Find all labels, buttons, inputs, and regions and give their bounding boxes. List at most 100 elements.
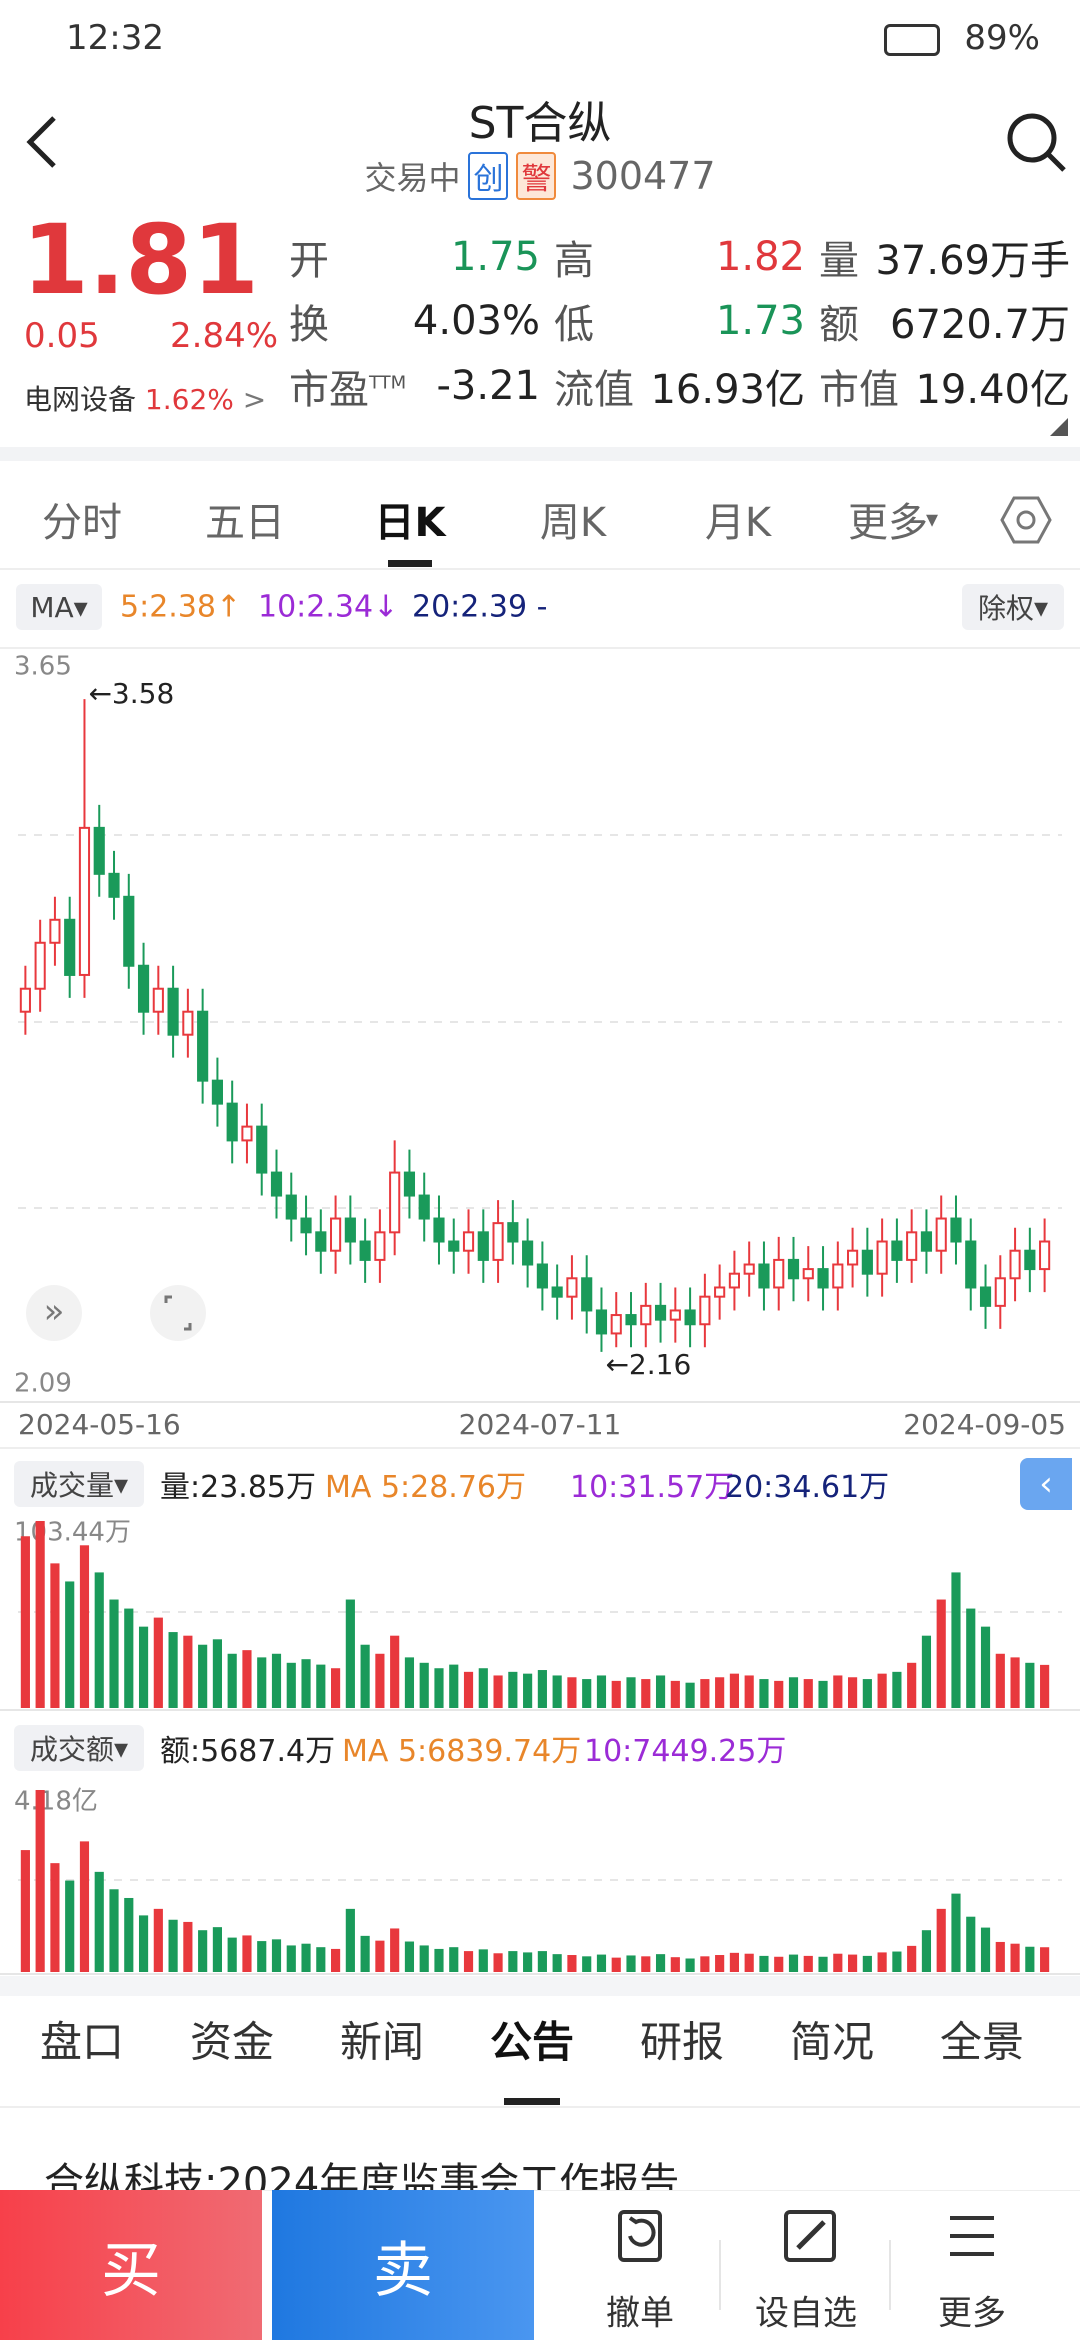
search-button[interactable] bbox=[1004, 110, 1068, 174]
volume-bar bbox=[980, 1626, 991, 1708]
amount-bar bbox=[35, 1790, 45, 1972]
back-button[interactable] bbox=[22, 112, 62, 172]
candle-body bbox=[743, 1263, 755, 1275]
price: 1.81 bbox=[22, 204, 259, 316]
amount-bar bbox=[774, 1956, 784, 1972]
bottom-tab[interactable]: 简况 bbox=[789, 2017, 875, 2067]
kline-chart: » 3.65 2.09 ←3.58 ←2.16 2024-05-16 2024-07-11… bbox=[0, 647, 1080, 1975]
amount-bar bbox=[833, 1953, 843, 1972]
volume-bar bbox=[345, 1599, 355, 1708]
tool-button[interactable]: 设自选 bbox=[755, 2293, 857, 2334]
amount-bar bbox=[434, 1948, 444, 1972]
candle-body bbox=[78, 826, 91, 976]
bottom-tab[interactable]: 资金 bbox=[189, 2017, 275, 2067]
sector[interactable]: 电网设备 1.62% > bbox=[24, 383, 267, 416]
volume-bar bbox=[862, 1679, 872, 1708]
stat-label: 低 bbox=[554, 302, 594, 348]
bottom-tab[interactable]: 盘口 bbox=[39, 2017, 125, 2067]
tool-button[interactable]: 更多 bbox=[938, 2293, 1006, 2334]
volume-bar bbox=[257, 1657, 267, 1708]
volume-bar bbox=[611, 1680, 621, 1708]
candle-body bbox=[418, 1194, 430, 1220]
candle-body bbox=[625, 1314, 637, 1326]
volume-bar bbox=[655, 1675, 666, 1708]
svg-text:»: » bbox=[44, 1292, 65, 1332]
stat-label: 流值 bbox=[554, 367, 634, 413]
bottom-tab[interactable]: 公告 bbox=[489, 2017, 575, 2067]
candle-body bbox=[684, 1309, 696, 1326]
candle-body bbox=[300, 1217, 312, 1234]
stat-label: 开 bbox=[289, 238, 329, 284]
candle-body bbox=[581, 1277, 593, 1312]
sell-button[interactable]: 卖 bbox=[272, 2190, 534, 2340]
amount-bar bbox=[582, 1956, 592, 1972]
ma-selector-label: MA bbox=[30, 590, 74, 624]
candle-body bbox=[935, 1217, 947, 1252]
amount-bar bbox=[951, 1893, 961, 1972]
amount-bar bbox=[493, 1953, 503, 1972]
amount-bar bbox=[198, 1930, 208, 1972]
subtitle: 交易中 创 警 300477 bbox=[0, 152, 1080, 200]
candle-body bbox=[330, 1217, 342, 1252]
amount-bar bbox=[862, 1955, 872, 1972]
tool-button[interactable]: 撤单 bbox=[606, 2293, 674, 2334]
volume-bar bbox=[1010, 1657, 1020, 1708]
volume-bar bbox=[685, 1682, 695, 1708]
volume-bar bbox=[552, 1675, 562, 1708]
candle-body bbox=[49, 918, 61, 944]
amount-bar bbox=[877, 1952, 887, 1972]
candle-body bbox=[477, 1231, 489, 1261]
bottom-tab[interactable]: 全景 bbox=[939, 2017, 1025, 2067]
volume-bar bbox=[153, 1617, 163, 1708]
volume-bar bbox=[242, 1650, 252, 1708]
tab[interactable]: 分时 bbox=[42, 500, 122, 546]
buy-button[interactable]: 买 bbox=[0, 2190, 262, 2340]
amount-bar bbox=[921, 1930, 932, 1972]
candle-body bbox=[1039, 1240, 1051, 1271]
tab[interactable]: 周K bbox=[539, 500, 607, 546]
tab-underline bbox=[388, 560, 432, 567]
volume-selector[interactable]: 成交量 ▾ bbox=[14, 1461, 144, 1507]
amount-bar bbox=[124, 1897, 134, 1972]
volume-bar bbox=[523, 1673, 533, 1708]
adjust-selector[interactable]: 除权 ▾ bbox=[962, 584, 1064, 630]
amount-bar bbox=[936, 1908, 946, 1972]
volume-bar bbox=[419, 1662, 429, 1708]
volume-bar bbox=[641, 1679, 651, 1708]
expand-corner[interactable] bbox=[1050, 418, 1068, 436]
volume-bar bbox=[227, 1653, 237, 1708]
volume-legend: MA 5:28.76万 bbox=[325, 1470, 527, 1505]
amount-selector[interactable]: 成交额 ▾ bbox=[14, 1725, 144, 1771]
amount-bar bbox=[257, 1941, 267, 1972]
ma-selector[interactable]: MA ▾ bbox=[16, 584, 102, 630]
tab[interactable]: 月K bbox=[704, 500, 772, 546]
status-battery: 89% bbox=[964, 18, 1040, 58]
volume-bar bbox=[951, 1572, 961, 1708]
candle-body bbox=[167, 987, 179, 1036]
amount-bar bbox=[848, 1954, 858, 1972]
volume-bar bbox=[50, 1563, 60, 1708]
candle-body bbox=[403, 1171, 416, 1197]
badge: 警 bbox=[516, 152, 557, 200]
amount-bar bbox=[1010, 1943, 1020, 1972]
candle-body bbox=[965, 1240, 977, 1289]
volume-bar bbox=[744, 1675, 754, 1708]
bottom-tab[interactable]: 新闻 bbox=[339, 2017, 425, 2067]
candle-body bbox=[1009, 1249, 1021, 1280]
tab[interactable]: 日K bbox=[374, 500, 446, 546]
price-annotation: ←2.16 bbox=[605, 1348, 691, 1381]
tab[interactable]: 更多 bbox=[848, 500, 928, 546]
collapse-button[interactable]: ‹ bbox=[1020, 1458, 1072, 1510]
volume-bar bbox=[995, 1653, 1005, 1708]
settings-button[interactable] bbox=[1000, 494, 1052, 546]
price-annotation: ←3.58 bbox=[88, 677, 174, 710]
volume-bar bbox=[109, 1599, 119, 1708]
tab[interactable]: 五日 bbox=[205, 500, 285, 546]
candle-body bbox=[152, 987, 164, 1013]
candle-body bbox=[433, 1217, 445, 1243]
candle-body bbox=[699, 1295, 711, 1326]
trade-state: 交易中 bbox=[364, 159, 461, 197]
y-axis-label: 2.09 bbox=[14, 1369, 72, 1399]
volume-bar bbox=[788, 1677, 799, 1708]
bottom-tab[interactable]: 研报 bbox=[639, 2017, 725, 2067]
